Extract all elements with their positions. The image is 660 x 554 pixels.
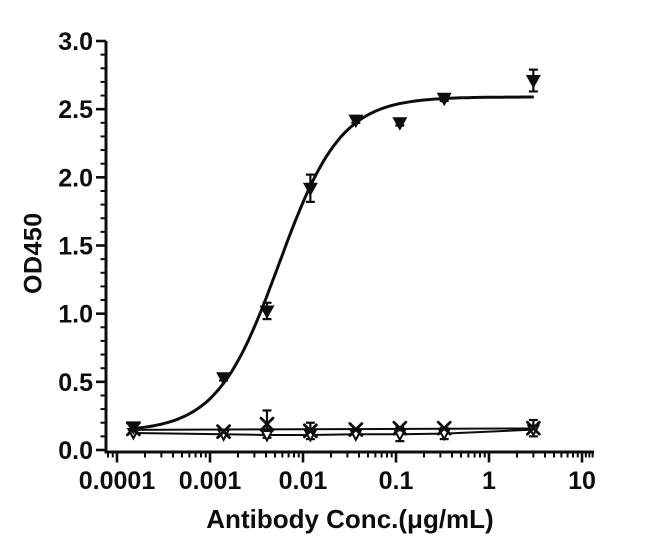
y-tick-label: 2.5 — [58, 96, 93, 124]
x-tick-label: 0.0001 — [79, 467, 156, 495]
x-cross-marker — [302, 423, 318, 439]
x-cross-marker — [525, 420, 541, 436]
x-cross-marker — [216, 424, 231, 439]
control-x-line — [133, 427, 534, 431]
filled-inverted-triangle-marker — [302, 182, 318, 197]
x-tick-label: 10 — [568, 467, 596, 495]
filled-inverted-triangle-marker — [436, 92, 452, 107]
y-tick-label: 0.0 — [58, 437, 93, 465]
x-cross-marker — [348, 422, 364, 437]
markers-antibody — [125, 75, 541, 435]
y-tick-label: 1.0 — [58, 301, 93, 329]
y-tick-label: 2.0 — [58, 164, 93, 192]
filled-inverted-triangle-marker — [525, 75, 541, 89]
markers-control-x — [125, 416, 541, 439]
y-tick-label: 3.0 — [58, 28, 93, 56]
filled-inverted-triangle-marker — [125, 421, 141, 435]
axes — [104, 41, 594, 454]
x-cross-marker — [259, 416, 275, 432]
x-tick-label: 0.01 — [279, 467, 328, 495]
y-axis-ticks: 0.0 0.5 1.0 1.5 2.0 2.5 3.0 — [58, 28, 106, 465]
filled-inverted-triangle-marker — [348, 114, 364, 129]
x-cross-marker — [392, 420, 408, 436]
y-tick-label: 0.5 — [58, 369, 93, 397]
fit-curve-antibody — [129, 95, 534, 431]
open-inverted-triangle-marker — [393, 429, 407, 442]
filled-inverted-triangle-marker — [259, 305, 275, 319]
error-bars — [128, 68, 538, 443]
x-cross-marker — [436, 420, 452, 436]
y-tick-label: 1.5 — [58, 233, 93, 261]
y-axis-title: OD450 — [19, 212, 48, 294]
x-axis-title: Antibody Conc.(μg/mL) — [206, 504, 494, 534]
x-tick-label: 1 — [482, 467, 496, 495]
filled-inverted-triangle-marker — [392, 117, 408, 131]
x-tick-label: 0.1 — [379, 467, 414, 495]
x-tick-label: 0.001 — [179, 467, 242, 495]
control-triangle-line — [133, 428, 534, 436]
x-axis-ticks: 0.0001 0.001 0.01 0.1 1 10 — [79, 452, 596, 495]
filled-inverted-triangle-marker — [216, 372, 232, 386]
open-inverted-triangle-marker — [260, 430, 274, 443]
